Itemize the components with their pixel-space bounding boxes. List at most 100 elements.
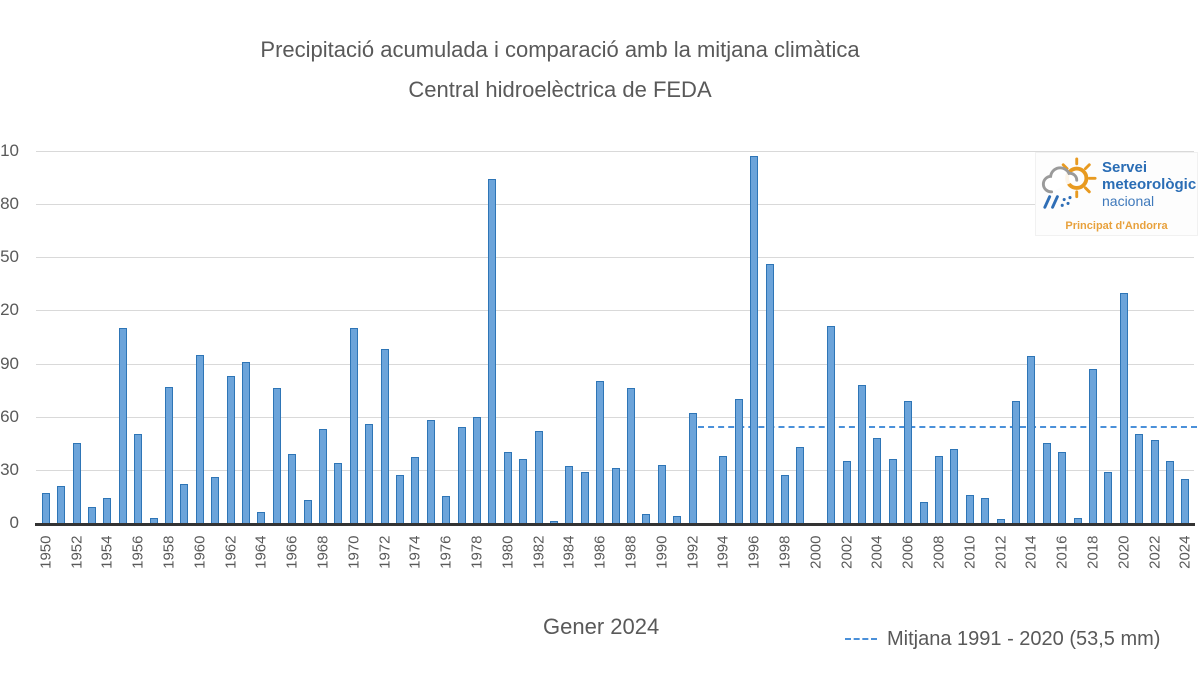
logo-line-meteorologic: meteorològic: [1102, 176, 1197, 193]
bar-2024: [1181, 478, 1190, 523]
bar-1965: [272, 388, 281, 523]
bar-2010: [965, 494, 974, 523]
bar-1976: [442, 496, 451, 523]
bar-2019: [1104, 471, 1113, 523]
bar-1999: [796, 446, 805, 523]
bar-1955: [118, 328, 127, 523]
x-tick-1992: 1992: [684, 535, 701, 569]
x-tick-2002: 2002: [838, 535, 855, 569]
bar-2022: [1150, 439, 1159, 523]
gridline-90: [36, 363, 1194, 365]
bar-2007: [919, 501, 928, 523]
bar-2011: [981, 498, 990, 523]
bar-1964: [257, 512, 266, 523]
x-tick-2014: 2014: [1022, 535, 1040, 569]
x-tick-1954: 1954: [98, 535, 116, 569]
bar-1982: [534, 430, 543, 523]
y-tick-60: 60: [0, 406, 19, 426]
legend: Mitjana 1991 - 2020 (53,5 mm): [845, 626, 1160, 652]
bar-1977: [457, 427, 466, 523]
bar-1963: [241, 361, 250, 523]
gridline-60: [36, 416, 1194, 418]
bar-2001: [827, 326, 836, 523]
mean-line-legend-label: Mitjana 1991 - 2020 (53,5 mm): [887, 627, 1161, 650]
bar-1975: [426, 420, 435, 523]
chart-title-block: Precipitació acumulada i comparació amb …: [0, 30, 1120, 110]
bar-1953: [87, 507, 96, 523]
bar-1980: [503, 452, 512, 523]
x-tick-1950: 1950: [37, 535, 55, 569]
mean-line-legend-icon: [845, 638, 877, 640]
bar-2021: [1135, 434, 1144, 523]
x-tick-1988: 1988: [622, 535, 640, 569]
bar-1978: [472, 416, 481, 523]
bar-1994: [719, 455, 728, 523]
x-tick-2006: 2006: [899, 535, 917, 569]
bar-1960: [195, 354, 204, 523]
y-tick-30: 30: [0, 459, 19, 479]
bar-1997: [765, 264, 774, 523]
servei-meteorologic-logo: Servei meteorològic nacional Principat d…: [1035, 152, 1198, 236]
bar-2009: [950, 448, 959, 523]
x-tick-1962: 1962: [222, 535, 239, 569]
x-tick-2010: 2010: [961, 535, 979, 569]
x-tick-1974: 1974: [406, 535, 424, 569]
x-tick-2000: 2000: [807, 535, 825, 569]
logo-line-nacional: nacional: [1102, 193, 1155, 209]
bar-2004: [873, 437, 882, 523]
x-tick-1994: 1994: [714, 535, 732, 569]
bar-1961: [211, 476, 220, 523]
bar-2003: [857, 384, 866, 523]
logo-line-servei: Servei: [1102, 159, 1148, 176]
x-tick-2020: 2020: [1115, 535, 1133, 569]
bar-2008: [934, 455, 943, 523]
y-tick-210: 10: [0, 141, 19, 160]
bar-2012: [996, 519, 1005, 523]
x-axis-line: [35, 523, 1195, 526]
bar-1991: [673, 515, 682, 523]
bar-1952: [72, 443, 81, 523]
x-tick-1996: 1996: [745, 535, 763, 569]
bar-1970: [349, 328, 358, 523]
x-axis-title: Gener 2024: [543, 614, 660, 639]
bar-1992: [688, 413, 697, 523]
bar-1990: [657, 464, 666, 523]
bar-1958: [164, 386, 173, 523]
bar-1995: [734, 399, 743, 523]
bar-2016: [1058, 452, 1067, 523]
x-tick-1966: 1966: [283, 535, 301, 569]
bar-1968: [318, 429, 327, 523]
logo-text-block: Servei meteorològic nacional: [1102, 159, 1196, 210]
logo-top-row: Servei meteorològic nacional: [1036, 153, 1197, 220]
bar-1974: [411, 457, 420, 523]
x-tick-1998: 1998: [776, 535, 794, 569]
x-tick-1972: 1972: [376, 535, 393, 569]
x-tick-1976: 1976: [437, 535, 455, 569]
x-tick-1986: 1986: [591, 535, 609, 569]
bar-2002: [842, 461, 851, 523]
x-tick-1952: 1952: [68, 535, 85, 569]
bar-2006: [904, 400, 913, 523]
bar-1969: [334, 462, 343, 523]
x-tick-2012: 2012: [992, 535, 1009, 569]
x-tick-1956: 1956: [129, 535, 147, 569]
y-tick-90: 90: [0, 353, 19, 373]
bar-1981: [519, 459, 528, 523]
bar-2017: [1073, 517, 1082, 523]
x-tick-1970: 1970: [345, 535, 363, 569]
x-tick-1978: 1978: [468, 535, 486, 569]
bar-2013: [1011, 400, 1020, 523]
bar-1957: [149, 517, 158, 523]
y-tick-120: 20: [0, 300, 19, 320]
gridline-120: [36, 310, 1194, 312]
gridline-180: [36, 204, 1194, 206]
bar-1998: [780, 475, 789, 523]
bar-1959: [180, 484, 189, 523]
bar-2023: [1165, 461, 1174, 523]
bar-1971: [365, 423, 374, 523]
bar-2005: [888, 459, 897, 523]
x-tick-1982: 1982: [530, 535, 547, 569]
bar-2015: [1042, 443, 1051, 523]
y-tick-180: 80: [0, 194, 19, 214]
